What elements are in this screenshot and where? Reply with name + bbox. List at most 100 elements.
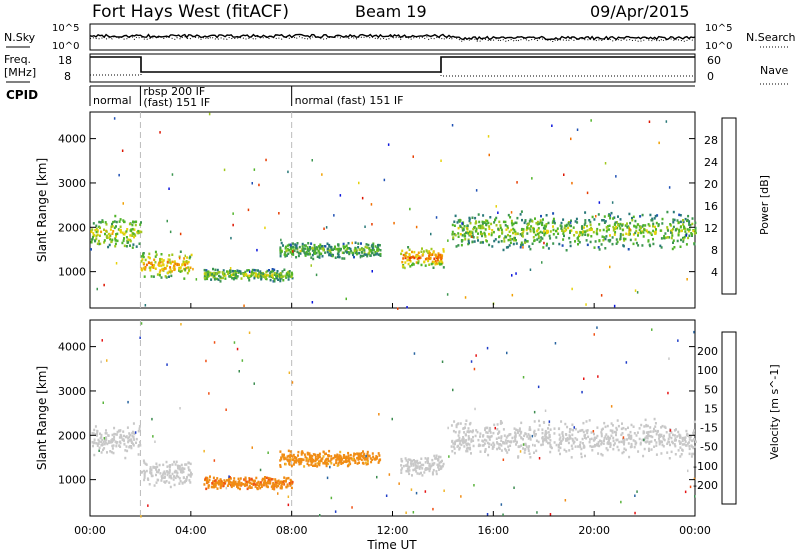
power-echo-cell xyxy=(145,263,148,267)
velocity-echo-cell xyxy=(256,486,259,490)
power-echo-cell xyxy=(671,234,674,237)
power-echo-cell xyxy=(581,225,584,228)
velocity-echo-cell xyxy=(267,478,270,482)
velocity-echo-cell xyxy=(620,440,623,444)
power-echo-cell xyxy=(96,233,99,237)
power-echo-cell xyxy=(428,251,431,255)
velocity-echo-cell xyxy=(510,440,512,444)
power-echo-cell xyxy=(652,237,654,241)
power-echo-cell xyxy=(96,230,99,233)
power-echo-cell xyxy=(610,211,613,215)
power-echo-cell xyxy=(477,232,479,235)
power-echo-cell xyxy=(569,229,572,233)
power-echo-cell xyxy=(279,277,282,281)
velocity-echo-cell xyxy=(126,449,129,453)
power-colorbar-tick: 16 xyxy=(704,200,718,213)
velocity-echo-cell xyxy=(595,444,598,447)
velocity-echo-cell xyxy=(103,442,106,446)
velocity-echo-cell xyxy=(214,483,217,487)
velocity-echo-cell xyxy=(243,478,246,481)
velocity-echo-cell xyxy=(527,449,530,452)
velocity-data xyxy=(91,320,697,518)
power-scatter-cell xyxy=(383,178,386,182)
velocity-echo-cell xyxy=(673,434,676,437)
velocity-echo-cell xyxy=(623,438,626,441)
velocity-echo-cell xyxy=(627,442,630,445)
power-echo-cell xyxy=(600,243,603,246)
velocity-echo-cell xyxy=(348,460,351,463)
velocity-echo-cell xyxy=(322,462,325,465)
velocity-echo-cell xyxy=(646,424,649,428)
power-echo-cell xyxy=(301,248,304,251)
velocity-echo-cell xyxy=(114,433,117,436)
power-echo-cell xyxy=(520,210,523,213)
velocity-echo-cell xyxy=(670,436,673,440)
velocity-echo-cell xyxy=(157,478,160,482)
power-scatter-cell xyxy=(685,234,688,237)
power-echo-cell xyxy=(411,250,413,254)
power-echo-cell xyxy=(139,223,142,226)
velocity-echo-cell xyxy=(431,458,434,462)
power-echo-cell xyxy=(584,230,587,234)
velocity-echo-cell xyxy=(537,440,540,444)
velocity-echo-cell xyxy=(327,462,330,466)
velocity-echo-cell xyxy=(119,440,121,443)
velocity-echo-cell xyxy=(615,438,618,442)
velocity-echo-cell xyxy=(632,425,635,428)
power-echo-cell xyxy=(634,231,637,235)
power-echo-cell xyxy=(656,214,659,217)
velocity-echo-cell xyxy=(416,465,419,468)
velocity-echo-cell xyxy=(344,458,347,462)
power-echo-cell xyxy=(569,231,571,234)
power-echo-cell xyxy=(510,219,513,223)
power-echo-cell xyxy=(509,238,512,241)
power-echo-cell xyxy=(565,249,568,252)
velocity-echo-cell xyxy=(308,455,311,458)
power-echo-cell xyxy=(312,257,315,261)
velocity-echo-cell xyxy=(540,443,543,447)
power-echo-cell xyxy=(337,253,340,256)
velocity-echo-cell xyxy=(189,475,192,478)
power-echo-cell xyxy=(622,233,625,237)
power-scatter-cell xyxy=(430,232,432,236)
power-scatter-cell xyxy=(571,181,573,185)
velocity-echo-cell xyxy=(439,455,442,459)
velocity-echo-cell xyxy=(628,436,630,440)
velocity-echo-cell xyxy=(600,452,603,456)
power-echo-cell xyxy=(616,226,619,230)
power-echo-cell xyxy=(509,216,512,219)
velocity-echo-cell xyxy=(256,481,259,485)
velocity-echo-cell xyxy=(325,452,327,455)
velocity-echo-cell xyxy=(299,462,302,465)
power-echo-cell xyxy=(186,256,189,259)
power-echo-cell xyxy=(619,227,622,230)
power-echo-cell xyxy=(289,245,292,248)
power-echo-cell xyxy=(488,227,491,230)
velocity-echo-cell xyxy=(93,453,96,457)
velocity-echo-cell xyxy=(100,440,103,444)
power-echo-cell xyxy=(590,235,593,238)
velocity-scatter-cell xyxy=(622,436,625,439)
velocity-echo-cell xyxy=(377,452,380,455)
velocity-echo-cell xyxy=(266,480,269,483)
power-echo-cell xyxy=(583,223,586,226)
power-echo-cell xyxy=(158,271,161,274)
power-echo-cell xyxy=(309,246,311,249)
power-echo-cell xyxy=(691,217,694,220)
velocity-echo-cell xyxy=(455,439,458,443)
velocity-echo-cell xyxy=(430,464,433,468)
power-scatter-cell xyxy=(364,225,366,228)
power-echo-cell xyxy=(123,233,126,236)
power-scatter-cell xyxy=(184,254,186,258)
velocity-echo-cell xyxy=(170,476,173,480)
power-echo-cell xyxy=(142,253,144,257)
velocity-echo-cell xyxy=(435,472,438,476)
power-echo-cell xyxy=(322,249,325,252)
velocity-echo-cell xyxy=(630,423,633,427)
power-echo-cell xyxy=(559,224,562,227)
power-echo-cell xyxy=(481,220,484,224)
power-echo-cell xyxy=(279,249,282,252)
velocity-echo-cell xyxy=(230,481,233,484)
velocity-echo-cell xyxy=(561,434,564,437)
cpid-segment-label: normal (fast) 151 IF xyxy=(295,94,404,107)
